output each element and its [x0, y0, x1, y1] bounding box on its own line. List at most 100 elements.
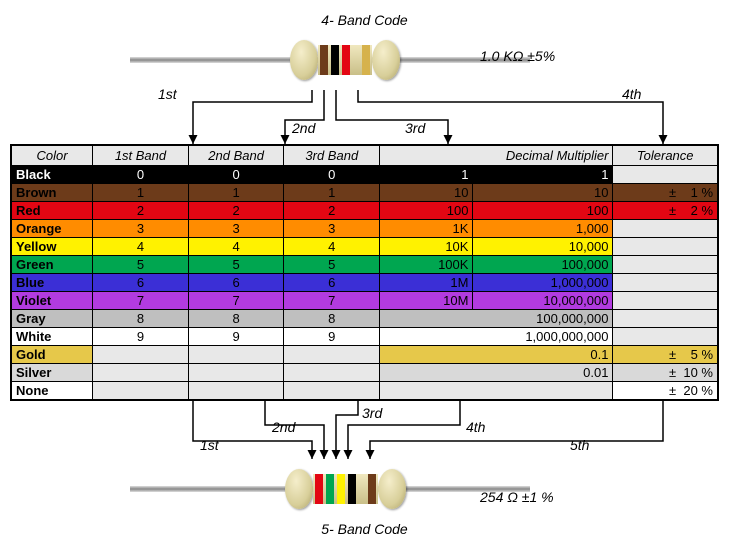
- table-cell: 2: [93, 202, 189, 220]
- table-cell: 6: [93, 274, 189, 292]
- resistor-band: [342, 45, 350, 75]
- table-cell: 10: [380, 184, 473, 202]
- table-cell: 9: [188, 328, 284, 346]
- table-cell: 0.01: [380, 364, 613, 382]
- callout-4th: 4th: [622, 86, 641, 102]
- table-cell: [284, 382, 380, 401]
- resistor-band: [331, 45, 339, 75]
- table-row: Brown1111010± 1 %: [11, 184, 718, 202]
- table-cell: 2: [284, 202, 380, 220]
- table-cell: 100: [380, 202, 473, 220]
- table-cell: [613, 292, 718, 310]
- table-cell: 1,000,000: [473, 274, 613, 292]
- table-row: None± 20 %: [11, 382, 718, 401]
- table-cell: 4: [284, 238, 380, 256]
- resistor-band: [326, 474, 334, 504]
- resistor-band: [320, 45, 328, 75]
- table-cell: 1,000,000,000: [380, 328, 613, 346]
- table-cell: Gray: [11, 310, 93, 328]
- table-cell: 3: [93, 220, 189, 238]
- table-cell: 100,000,000: [380, 310, 613, 328]
- callouts-bottom: 1st 2nd 3rd 4th 5th: [10, 401, 719, 459]
- table-cell: 1: [380, 166, 473, 184]
- table-cell: 100K: [380, 256, 473, 274]
- table-cell: 1M: [380, 274, 473, 292]
- table-cell: 10,000,000: [473, 292, 613, 310]
- resistor-band: [337, 474, 345, 504]
- table-row: Black00011: [11, 166, 718, 184]
- table-cell: 10K: [380, 238, 473, 256]
- table-cell: [613, 274, 718, 292]
- resistor-5band-value: 254 Ω ±1 %: [480, 489, 554, 505]
- table-cell: 0: [284, 166, 380, 184]
- resistor-color-table: Color 1st Band 2nd Band 3rd Band Decimal…: [10, 144, 719, 401]
- table-cell: 9: [284, 328, 380, 346]
- resistor-4band-diagram: 1.0 KΩ ±5%: [10, 30, 719, 90]
- table-cell: Green: [11, 256, 93, 274]
- table-cell: 8: [284, 310, 380, 328]
- callout-3rd: 3rd: [405, 120, 425, 136]
- table-cell: [93, 382, 189, 401]
- table-cell: 0: [93, 166, 189, 184]
- table-cell: 0: [188, 166, 284, 184]
- resistor-band: [362, 45, 370, 75]
- table-cell: White: [11, 328, 93, 346]
- table-cell: 100: [473, 202, 613, 220]
- table-row: Red222100100± 2 %: [11, 202, 718, 220]
- table-cell: 100,000: [473, 256, 613, 274]
- callout-2nd: 2nd: [292, 120, 315, 136]
- table-cell: 1: [93, 184, 189, 202]
- table-cell: 10M: [380, 292, 473, 310]
- table-cell: 3: [188, 220, 284, 238]
- table-cell: Black: [11, 166, 93, 184]
- table-cell: 5: [284, 256, 380, 274]
- table-cell: [188, 382, 284, 401]
- table-cell: 7: [93, 292, 189, 310]
- table-cell: [93, 346, 189, 364]
- table-cell: [284, 346, 380, 364]
- table-row: Gray888100,000,000: [11, 310, 718, 328]
- table-row: Orange3331K1,000: [11, 220, 718, 238]
- table-cell: ± 10 %: [613, 364, 718, 382]
- resistor-band: [348, 474, 356, 504]
- table-cell: 7: [188, 292, 284, 310]
- table-cell: [613, 166, 718, 184]
- resistor-band: [353, 45, 359, 75]
- th-3rd: 3rd Band: [284, 145, 380, 166]
- table-cell: Orange: [11, 220, 93, 238]
- table-cell: Red: [11, 202, 93, 220]
- callout-b5: 5th: [570, 437, 589, 453]
- table-cell: 9: [93, 328, 189, 346]
- table-cell: 6: [284, 274, 380, 292]
- table-cell: 1,000: [473, 220, 613, 238]
- table-row: Gold0.1± 5 %: [11, 346, 718, 364]
- resistor-band: [359, 474, 365, 504]
- table-cell: [613, 328, 718, 346]
- table-row: White9991,000,000,000: [11, 328, 718, 346]
- table-cell: 0.1: [380, 346, 613, 364]
- table-cell: [188, 364, 284, 382]
- callout-1st: 1st: [158, 86, 177, 102]
- callouts-top: 1st 2nd 3rd 4th: [10, 90, 719, 144]
- table-cell: 1K: [380, 220, 473, 238]
- resistor-4band-value: 1.0 KΩ ±5%: [480, 48, 555, 64]
- table-header-row: Color 1st Band 2nd Band 3rd Band Decimal…: [11, 145, 718, 166]
- table-cell: 5: [188, 256, 284, 274]
- th-2nd: 2nd Band: [188, 145, 284, 166]
- resistor-band: [368, 474, 376, 504]
- table-row: Violet77710M10,000,000: [11, 292, 718, 310]
- table-cell: Yellow: [11, 238, 93, 256]
- title-5band: 5- Band Code: [10, 521, 719, 537]
- table-cell: 1: [473, 166, 613, 184]
- table-cell: [613, 220, 718, 238]
- table-row: Blue6661M1,000,000: [11, 274, 718, 292]
- table-cell: 2: [188, 202, 284, 220]
- table-cell: 7: [284, 292, 380, 310]
- callout-b2: 2nd: [272, 419, 295, 435]
- table-cell: 1: [188, 184, 284, 202]
- table-cell: Brown: [11, 184, 93, 202]
- table-cell: [93, 364, 189, 382]
- table-cell: 4: [188, 238, 284, 256]
- th-mult: Decimal Multiplier: [380, 145, 613, 166]
- table-cell: 8: [188, 310, 284, 328]
